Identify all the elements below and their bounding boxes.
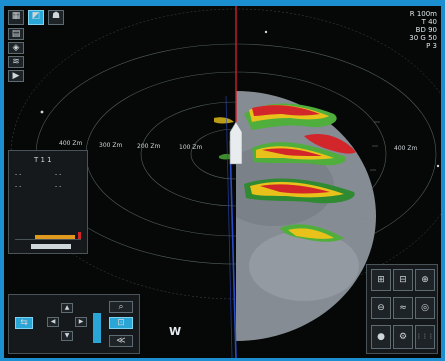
keypad-icon: ⋮⋮⋮ xyxy=(416,333,434,340)
range-label: 100 Zm xyxy=(179,144,203,151)
layers-button[interactable]: ≋ xyxy=(8,56,24,68)
menu-button[interactable]: ▦ xyxy=(8,10,24,25)
gear-icon: ⚙ xyxy=(398,332,408,342)
depth-marker xyxy=(78,232,81,239)
chart-button[interactable]: ▤ xyxy=(8,28,24,40)
user-button[interactable]: ☗ xyxy=(48,10,64,25)
zoom-in-icon: ⊕ xyxy=(421,275,429,285)
grid-view-button[interactable]: ⊞ xyxy=(371,269,391,291)
sonar-scope[interactable] xyxy=(4,6,441,358)
pan-up-button[interactable]: ▲ xyxy=(61,303,73,313)
keypad-button[interactable]: ⋮⋮⋮ xyxy=(415,325,435,349)
info-row: - - xyxy=(55,183,62,190)
zoom-in-button[interactable]: ⊕ xyxy=(415,269,435,291)
zoom-out-button[interactable]: ⊖ xyxy=(371,297,391,319)
zoom-button[interactable]: ⌕ xyxy=(109,301,133,313)
echo-button[interactable]: ≈ xyxy=(393,297,413,319)
nav-pad: ⇆ ▲ ◀ ▶ ▼ ⌕ ⊡ ≪ xyxy=(8,294,140,354)
tilt-slider[interactable] xyxy=(93,313,101,343)
arrow-right-icon: ▶ xyxy=(78,318,84,325)
gain-slider[interactable] xyxy=(31,244,71,249)
depth-profile xyxy=(15,229,81,240)
person-icon: ☗ xyxy=(51,11,61,21)
double-chevron-icon: ≪ xyxy=(116,336,126,346)
track-button[interactable]: ◎ xyxy=(415,297,435,319)
readout-row: P 3 xyxy=(426,42,437,50)
own-ship-icon xyxy=(229,121,243,165)
settings-readout: R 100m T 40 BD 90 30 G 50 P 3 xyxy=(409,10,437,50)
split-view-icon: ⊟ xyxy=(399,275,407,285)
play-button[interactable]: ▶ xyxy=(8,70,24,82)
track-icon: ◎ xyxy=(421,303,429,313)
arrow-up-icon: ▲ xyxy=(64,304,70,311)
target-icon: ◈ xyxy=(12,43,20,53)
magnifier-icon: ⌕ xyxy=(118,302,124,312)
play-icon: ▶ xyxy=(12,71,20,81)
target-marker xyxy=(436,164,440,168)
zoom-out-icon: ⊖ xyxy=(377,303,385,313)
arrow-left-icon: ◀ xyxy=(50,318,56,325)
info-row: - - xyxy=(15,171,22,178)
radar-icon: ◩ xyxy=(31,11,41,21)
info-row: - - xyxy=(55,171,62,178)
info-row: - - xyxy=(15,183,22,190)
target-marker xyxy=(264,30,268,34)
record-icon: ● xyxy=(377,332,385,342)
target-button[interactable]: ◈ xyxy=(8,42,24,54)
pan-left-button[interactable]: ◀ xyxy=(47,317,59,327)
record-button[interactable]: ● xyxy=(371,325,391,349)
grid-icon: ▦ xyxy=(11,11,21,21)
readout-row: T 40 xyxy=(421,18,437,26)
target-marker xyxy=(40,110,44,114)
info-panel-title: T 1 1 xyxy=(34,156,52,164)
sonar-display: 400 Zm 300 Zm 200 Zm 100 Zm 400 Zm W ▦ ◩… xyxy=(4,6,441,358)
range-label: 300 Zm xyxy=(99,142,123,149)
frame-icon: ⊡ xyxy=(117,318,125,328)
radar-mode-button[interactable]: ◩ xyxy=(28,10,44,25)
compass-west-label: W xyxy=(169,325,182,338)
readout-row: 30 G 50 xyxy=(409,34,437,42)
chart-icon: ▤ xyxy=(11,29,21,39)
info-panel: T 1 1 - - - - - - - - xyxy=(8,150,88,254)
pan-toggle-button[interactable]: ⇆ xyxy=(15,317,33,329)
swap-icon: ⇆ xyxy=(20,318,28,328)
split-view-button[interactable]: ⊟ xyxy=(393,269,413,291)
pan-down-button[interactable]: ▼ xyxy=(61,331,73,341)
scale-ticks xyxy=(350,121,380,243)
pan-right-button[interactable]: ▶ xyxy=(75,317,87,327)
depth-profile-bar xyxy=(35,235,75,239)
function-button-grid: ⊞ ⊟ ⊕ ⊖ ≈ ◎ ● ⚙ ⋮⋮⋮ xyxy=(366,264,438,354)
readout-row: R 100m xyxy=(409,10,437,18)
settings-button[interactable]: ⚙ xyxy=(393,325,413,349)
grid-view-icon: ⊞ xyxy=(377,275,385,285)
menu-bars-button[interactable]: ≪ xyxy=(109,335,133,347)
range-label: 200 Zm xyxy=(137,143,161,150)
course-line-secondary xyxy=(225,95,233,358)
readout-row: BD 90 xyxy=(415,26,437,34)
arrow-down-icon: ▼ xyxy=(64,332,70,339)
echo-icon: ≈ xyxy=(399,303,407,313)
layers-icon: ≋ xyxy=(12,57,20,67)
range-label: 400 Zm xyxy=(59,140,83,147)
range-label: 400 Zm xyxy=(394,145,418,152)
course-line xyxy=(229,140,237,358)
echo-returns xyxy=(244,103,356,242)
view-toggle-button[interactable]: ⊡ xyxy=(109,317,133,329)
